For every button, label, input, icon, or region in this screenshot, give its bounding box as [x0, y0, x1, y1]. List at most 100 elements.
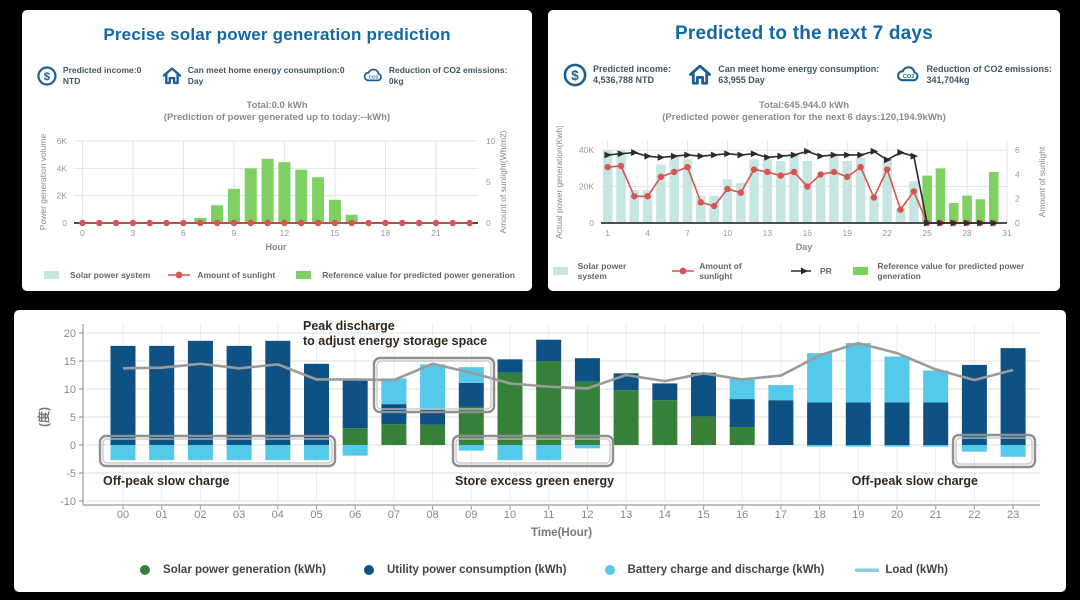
right-tick: 0: [1015, 218, 1020, 228]
bar-segment: [652, 383, 678, 401]
right-axis-label: Amount of sunlight(Wh/m2): [498, 130, 508, 233]
left-tick: 20K: [579, 182, 594, 192]
storage-legend: Solar power generation (kWh) Utility powe…: [14, 564, 1066, 576]
stat-dollar: $ Predicted income: 4,536,788 NTD: [562, 62, 671, 88]
x-axis-label: Hour: [266, 242, 287, 252]
stat-dollar: $ Predicted income:0 NTD: [36, 65, 161, 87]
hour-tick: 13: [620, 509, 632, 521]
bar-segment: [342, 379, 368, 429]
bar-segment: [458, 382, 484, 407]
bar-segment: [729, 399, 755, 428]
bar-segment: [536, 445, 562, 461]
legend-label: PR: [819, 266, 832, 276]
hour-tick: 09: [465, 509, 477, 521]
legend-label: Battery charge and discharge (kWh): [627, 564, 825, 576]
bar: [789, 155, 799, 223]
bar-segment: [845, 343, 871, 403]
left-tick: 2K: [57, 191, 68, 201]
bar-segment: [304, 445, 329, 461]
bar: [949, 202, 959, 223]
y-tick: 10: [64, 384, 76, 396]
chart-subtitle: (Prediction of power generated up to tod…: [163, 112, 391, 123]
legend-label: Solar power system: [577, 261, 627, 281]
axis-text: CO2: [369, 74, 379, 80]
bar-segment: [845, 402, 871, 445]
x-tick: 0: [80, 228, 85, 238]
offpeak-left-box: [98, 434, 337, 468]
store-box: [451, 434, 615, 468]
bar: [629, 190, 640, 223]
left-tick: 4K: [57, 163, 68, 173]
bar: [842, 161, 853, 223]
hour-tick: 10: [504, 509, 516, 521]
bar-segment: [420, 409, 446, 425]
offpeak-right-box: [951, 433, 1037, 469]
hour-tick: 18: [813, 509, 825, 521]
stats-row: $ Predicted income:0 NTD Can meet home ene…: [36, 65, 524, 87]
axis-text: $: [571, 68, 579, 83]
line-swatch: [855, 568, 880, 572]
daily-chart: 0 20K 40K 0 2 4 6 1 4 7 10 13 16 19 22 25 28 31 Day Actual …: [554, 126, 1047, 252]
bar-segment: [923, 370, 949, 403]
x-tick: 7: [685, 228, 690, 238]
bar-segment: [381, 424, 407, 445]
hour-tick: 20: [891, 509, 903, 521]
load-line: [122, 341, 1014, 390]
dot-line-swatch: [671, 267, 694, 275]
right-tick: 6: [1015, 145, 1020, 155]
hour-tick: 21: [930, 509, 942, 521]
bar: [802, 161, 813, 223]
legend-label: Solar power generation (kWh): [163, 564, 326, 576]
bar: [328, 199, 341, 223]
bar-segment: [807, 402, 833, 445]
hour-tick: 14: [659, 509, 671, 521]
bar-segment: [110, 345, 136, 445]
dot-line-swatch: [168, 271, 191, 279]
bar-segment: [807, 353, 833, 403]
bar: [722, 179, 733, 223]
dot-swatch: [140, 565, 151, 575]
bar-segment: [574, 445, 600, 449]
y-tick: 15: [64, 356, 76, 368]
bar: [669, 155, 679, 223]
stat-label: Reduction of CO2 emissions: 0kg: [388, 65, 508, 86]
bar-segment: [613, 390, 639, 445]
co2-cloud-icon: CO2: [363, 68, 382, 82]
bar: [988, 171, 999, 223]
bar-segment: [884, 402, 910, 445]
bar: [895, 208, 906, 223]
axis-text: CO2: [903, 74, 915, 80]
x-tick: 31: [1002, 228, 1012, 238]
right-tick: 4: [1015, 169, 1020, 179]
bar: [616, 150, 626, 223]
hourly-chart: 0 2K 4K 6K 0 5 10 0 3 6 9 12 15 18 21 Hour Power generat…: [38, 130, 508, 252]
x-tick: 21: [431, 228, 441, 238]
bar: [882, 159, 892, 223]
bar: [749, 159, 759, 223]
stat-label: Can meet home energy consumption:0 Day: [187, 65, 345, 86]
bar: [975, 199, 986, 223]
bar-segment: [187, 340, 213, 445]
x-tick: 16: [803, 228, 813, 238]
bar-segment: [187, 445, 213, 461]
peak-discharge-box: [372, 356, 496, 414]
legend-item: Battery charge and discharge (kWh): [597, 564, 825, 576]
bar: [762, 159, 773, 223]
bar: [855, 157, 866, 223]
legend-label: Solar power system: [70, 270, 151, 280]
hour-tick: 00: [117, 509, 129, 521]
stat-label: Predicted income: 4,536,788 NTD: [593, 64, 672, 85]
bar-segment: [536, 339, 562, 361]
bar-segment: [574, 381, 600, 445]
stat-home: Can meet home energy consumption: 63,955 …: [687, 62, 879, 88]
legend-item: Solar power generation (kWh): [132, 564, 326, 576]
bar-segment: [226, 445, 252, 461]
page-title: Precise solar power generation predictio…: [103, 25, 451, 44]
daily-legend: Solar power system Amount of sunlight PR Re…: [548, 261, 1060, 281]
rect-swatch: [44, 271, 60, 279]
rect-swatch: [296, 271, 312, 279]
stat-co2-cloud: CO2 Reduction of CO2 emissions: 0kg: [362, 65, 524, 87]
storage-schedule-panel: -10 -5 0 5 10 15 20 (度) Peak discharge to adjust …: [14, 310, 1066, 592]
bar: [642, 190, 653, 223]
hour-tick: 06: [349, 509, 361, 521]
